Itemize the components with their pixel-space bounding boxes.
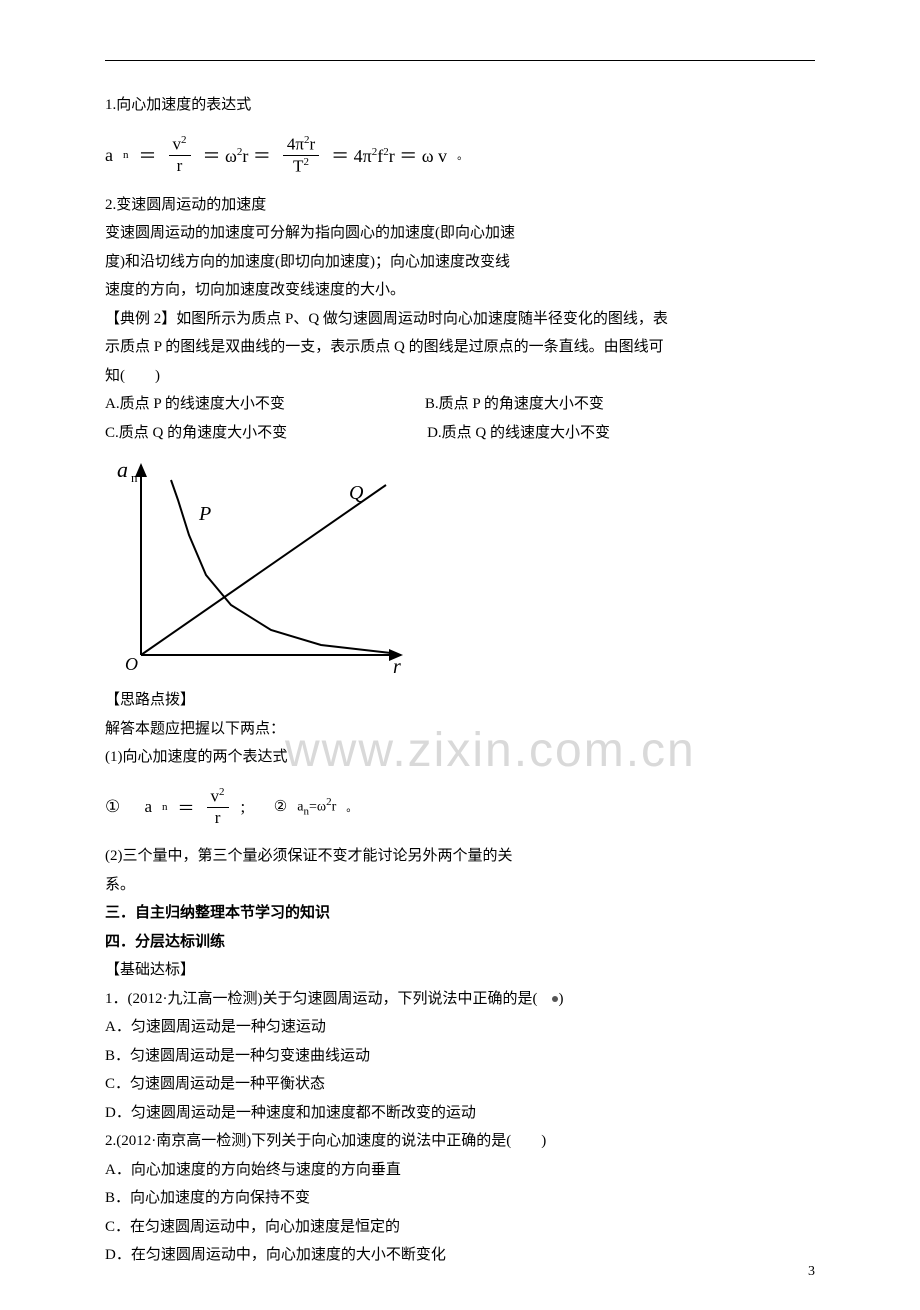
ex2-l3: 知( ) (105, 362, 815, 391)
q2-D: D．在匀速圆周运动中，向心加速度的大小不断变化 (105, 1241, 815, 1270)
q2-B: B．向心加速度的方向保持不变 (105, 1184, 815, 1213)
formula-1: an ＝ v2 r ＝ ω2r ＝ 4π2r T2 ＝ 4π2f2r ＝ ω v… (105, 120, 815, 191)
svg-text:Q: Q (349, 482, 364, 504)
sec2-l2: 度)和沿切线方向的加速度(即切向加速度)；向心加速度改变线 (105, 248, 815, 277)
sec4: 四．分层达标训练 (105, 928, 815, 957)
hint-h4a: (2)三个量中，第三个量必须保证不变才能讨论另外两个量的关 (105, 842, 815, 871)
sec2-l1: 变速圆周运动的加速度可分解为指向圆心的加速度(即向心加速 (105, 219, 815, 248)
formula-2: ① an ＝ v2 r ; ②an=ω2r。 (105, 772, 815, 842)
sec1-heading: 1.向心加速度的表达式 (105, 91, 815, 120)
q2-stem: 2.(2012·南京高一检测)下列关于向心加速度的说法中正确的是( ) (105, 1127, 815, 1156)
q1-C: C．匀速圆周运动是一种平衡状态 (105, 1070, 815, 1099)
basic-heading: 【基础达标】 (105, 956, 815, 985)
ex2-l1: 【典例 2】如图所示为质点 P、Q 做匀速圆周运动时向心加速度随半径变化的图线，… (105, 305, 815, 334)
svg-text:a: a (117, 457, 128, 482)
q2-A: A．向心加速度的方向始终与速度的方向垂直 (105, 1156, 815, 1185)
hint-h4b: 系。 (105, 871, 815, 900)
q1-A: A．匀速圆周运动是一种匀速运动 (105, 1013, 815, 1042)
ex2-optC: C.质点 Q 的角速度大小不变 (105, 419, 287, 448)
ex2-optB: B.质点 P 的角速度大小不变 (425, 390, 604, 419)
hint-h3: (1)向心加速度的两个表达式 (105, 743, 815, 772)
q1-B: B．匀速圆周运动是一种匀变速曲线运动 (105, 1042, 815, 1071)
ex2-l2: 示质点 P 的图线是双曲线的一支，表示质点 Q 的图线是过原点的一条直线。由图线… (105, 333, 815, 362)
q1-stem: 1．(2012·九江高一检测)关于匀速圆周运动，下列说法中正确的是( ) (105, 985, 815, 1014)
svg-text:r: r (393, 656, 401, 675)
ex2-optD: D.质点 Q 的线速度大小不变 (427, 419, 610, 448)
svg-text:n: n (131, 470, 138, 485)
svg-text:P: P (198, 503, 211, 525)
svg-text:O: O (125, 654, 138, 674)
q1-D: D．匀速圆周运动是一种速度和加速度都不断改变的运动 (105, 1099, 815, 1128)
hint-h2: 解答本题应把握以下两点： (105, 715, 815, 744)
sec2-l3: 速度的方向，切向加速度改变线速度的大小。 (105, 276, 815, 305)
q2-C: C．在匀速圆周运动中，向心加速度是恒定的 (105, 1213, 815, 1242)
sec3: 三．自主归纳整理本节学习的知识 (105, 899, 815, 928)
acceleration-graph: Or an P Q (111, 455, 815, 680)
ex2-optA: A.质点 P 的线速度大小不变 (105, 390, 285, 419)
hint-h1: 【思路点拨】 (105, 686, 815, 715)
sec2-heading: 2.变速圆周运动的加速度 (105, 191, 815, 220)
